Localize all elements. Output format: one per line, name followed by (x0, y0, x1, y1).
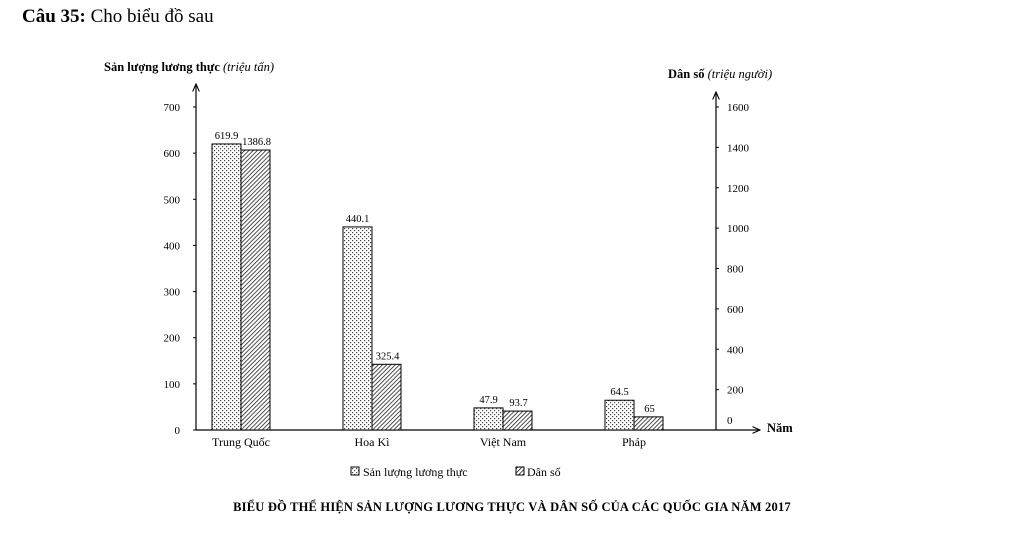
chart-axes: Năm (196, 84, 793, 435)
left-axis-label-unit: (triệu tấn) (223, 60, 274, 74)
left-axis-title: Sản lượng lương thực (triệu tấn) (104, 60, 274, 74)
right-tick-label: 1000 (727, 223, 750, 235)
question-header: Câu 35: Cho biểu đồ sau (22, 6, 214, 28)
right-tick-label: 600 (727, 304, 744, 316)
data-label-dan-so: 93.7 (509, 398, 527, 409)
legend-label-san-luong: Sản lượng lương thực (363, 465, 468, 479)
left-axis-label-main: Sản lượng lương thực (104, 60, 223, 74)
chart-legend: Sản lượng lương thực Dân số (350, 465, 561, 479)
right-axis-label-unit: (triệu người) (708, 67, 773, 81)
data-label-san-luong: 619.9 (215, 131, 239, 142)
left-tick-label: 700 (164, 102, 181, 114)
right-axis-label-main: Dân số (668, 67, 708, 81)
question-number: Câu 35: (22, 6, 86, 27)
left-axis-ticks: 0 100 200 300 400 500 600 700 (164, 102, 196, 437)
bar-dan-so (371, 363, 402, 431)
left-axis-label: Sản lượng lương thực (triệu tấn) (104, 60, 274, 74)
bar-san-luong-luong-thuc (211, 143, 242, 431)
data-label-san-luong: 64.5 (610, 387, 628, 398)
data-label-dan-so: 325.4 (376, 351, 400, 362)
bar-dan-so (633, 416, 664, 431)
category-label: Trung Quốc (212, 435, 270, 449)
left-tick-label: 500 (164, 194, 181, 206)
right-tick-label: 200 (727, 385, 744, 397)
left-tick-label: 400 (164, 240, 181, 252)
category-label: Hoa Kì (355, 435, 391, 449)
left-tick-label: 200 (164, 333, 181, 345)
left-tick-label: 0 (175, 425, 181, 437)
left-tick-label: 100 (164, 379, 181, 391)
question-text: Cho biểu đồ sau (90, 6, 214, 27)
x-axis-label: Năm (767, 421, 793, 435)
chart-title: BIỂU ĐỒ THỂ HIỆN SẢN LƯỢNG LƯƠNG THỰC VÀ… (233, 500, 791, 514)
chart-bars (211, 143, 664, 431)
chart-category-labels: Trung Quốc Hoa Kì Việt Nam Pháp (212, 435, 646, 449)
right-tick-label: 400 (727, 344, 744, 356)
right-tick-label: 1400 (727, 142, 750, 154)
data-label-san-luong: 440.1 (346, 214, 370, 225)
legend-swatch-san-luong (350, 466, 360, 476)
left-tick-label: 300 (164, 287, 181, 299)
bar-san-luong-luong-thuc (342, 226, 373, 431)
left-tick-label: 600 (164, 148, 181, 160)
right-tick-label: 1200 (727, 183, 750, 195)
right-tick-label: 800 (727, 264, 744, 276)
category-label: Việt Nam (480, 435, 527, 449)
data-label-dan-so: 1386.8 (242, 137, 271, 148)
right-axis-ticks: 0 200 400 600 800 1000 1200 1400 1600 (716, 102, 750, 431)
right-tick-label: 0 (727, 415, 733, 427)
data-label-dan-so: 65 (644, 404, 655, 415)
right-axis-title: Dân số (triệu người) (668, 67, 772, 81)
bar-san-luong-luong-thuc (604, 399, 635, 431)
legend-label-dan-so: Dân số (527, 465, 561, 479)
category-label: Pháp (622, 435, 646, 449)
bar-dan-so (240, 149, 271, 431)
bar-san-luong-luong-thuc (473, 407, 504, 431)
legend-swatch-dan-so (515, 466, 525, 476)
data-label-san-luong: 47.9 (479, 395, 497, 406)
right-axis-label: Dân số (triệu người) (668, 67, 772, 81)
right-tick-label: 1600 (727, 102, 750, 114)
bar-dan-so (502, 410, 533, 431)
